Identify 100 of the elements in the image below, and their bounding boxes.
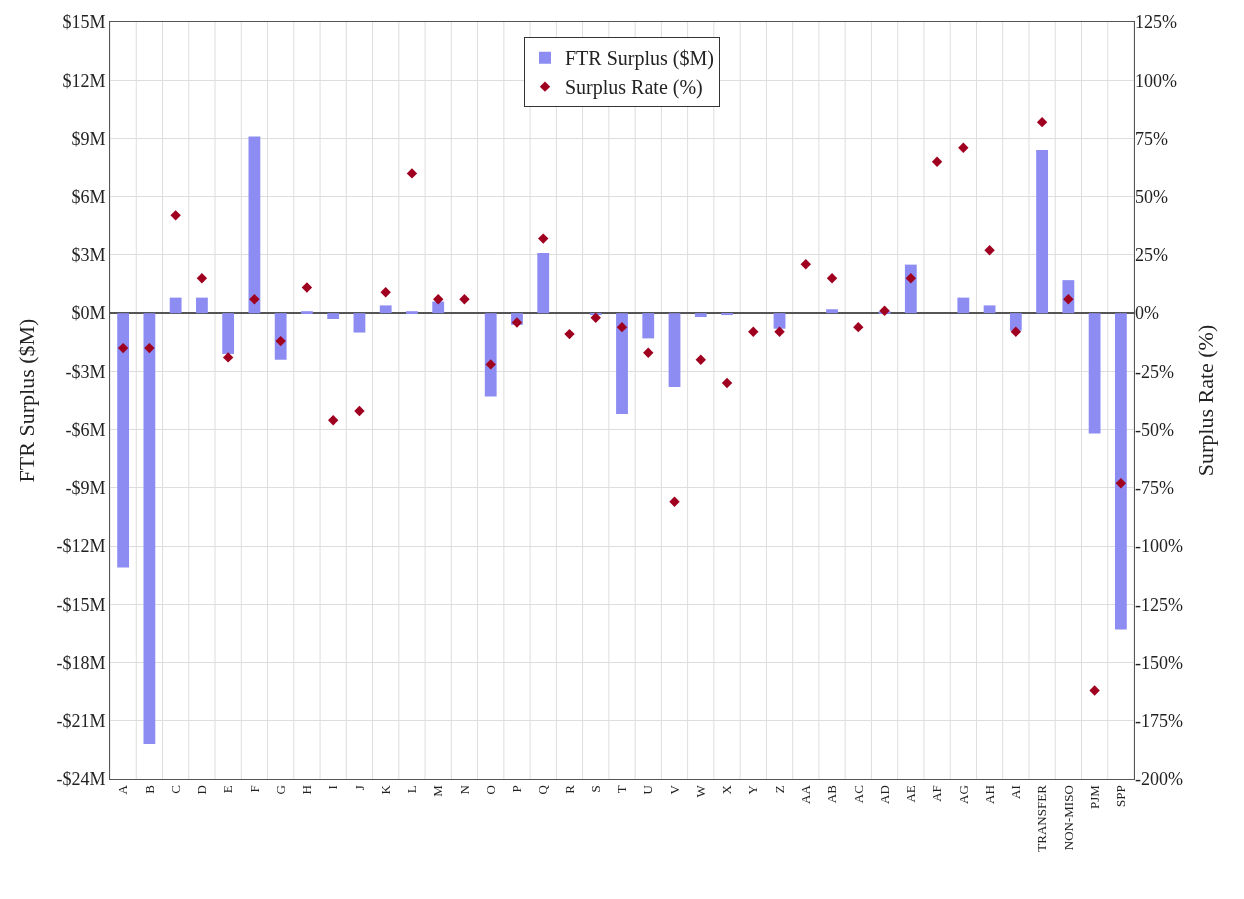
point (196, 273, 208, 284)
point (249, 293, 260, 305)
bar (668, 313, 681, 387)
x-tick-label: AB (824, 784, 840, 804)
point (1089, 685, 1100, 696)
x-tick-label: B (141, 784, 157, 794)
bar (1009, 313, 1022, 331)
x-tick-label: S (587, 785, 603, 793)
point (774, 326, 785, 337)
x-tick-label: X (719, 784, 735, 795)
y-tick-label: $15M (62, 12, 106, 33)
point (117, 342, 129, 354)
point (511, 317, 523, 328)
y-tick-label: $3M (71, 245, 106, 266)
y-tick-label: $12M (62, 70, 106, 91)
x-tick-label: K (377, 784, 393, 795)
y-tick-label: -$12M (56, 536, 106, 557)
x-tick-label: W (692, 784, 708, 798)
x-tick-label: G (272, 785, 288, 795)
point (144, 342, 155, 354)
point (643, 347, 654, 358)
y2-tick-label: 50% (1135, 186, 1168, 207)
bar (773, 313, 786, 329)
y-tick-label: $9M (71, 128, 106, 149)
y-axis-title: FTR Surplus ($M) (14, 318, 40, 483)
x-tick-label: F (246, 785, 262, 793)
point (958, 142, 969, 153)
y2-tick-label: -175% (1135, 711, 1183, 732)
y2-tick-label: -150% (1135, 652, 1183, 673)
y2-tick-label: -25% (1135, 361, 1174, 382)
bar (721, 313, 733, 316)
y2-tick-label: -75% (1135, 478, 1174, 499)
bar (484, 313, 497, 397)
y-tick-label: -$3M (65, 361, 106, 382)
point (380, 286, 391, 298)
x-tick-label: A (115, 784, 131, 795)
x-tick-label: TRANSFER (1034, 784, 1050, 852)
bar (169, 297, 182, 314)
bar (248, 136, 261, 314)
x-tick-label: Y (745, 784, 761, 795)
y2-tick-label: 0% (1135, 303, 1159, 324)
x-tick-label: SPP (1113, 785, 1129, 807)
bar (274, 313, 287, 360)
bar (222, 313, 235, 354)
x-tick-label: AE (903, 785, 919, 803)
point (931, 156, 943, 167)
x-tick-label: AH (981, 785, 997, 804)
bar (642, 313, 655, 339)
point (695, 354, 706, 365)
x-tick-label: I (325, 785, 341, 790)
bar (432, 301, 445, 314)
point (616, 321, 628, 333)
y-tick-label: -$24M (56, 769, 106, 790)
point (301, 282, 313, 293)
bar (353, 313, 366, 333)
bar (1088, 313, 1101, 434)
bar (537, 252, 550, 314)
legend-label: Surplus Rate (%) (565, 76, 703, 100)
bar (826, 309, 838, 314)
y2-tick-label: 100% (1135, 70, 1177, 91)
bar (117, 313, 130, 568)
y-tick-label: -$15M (56, 594, 106, 615)
x-tick-label: O (482, 785, 498, 795)
x-tick-label: C (167, 785, 183, 794)
bar (406, 311, 418, 314)
x-tick-label: AC (850, 785, 866, 804)
y-tick-label: $0M (71, 303, 106, 324)
point (170, 210, 181, 221)
point (590, 312, 601, 324)
point (826, 273, 838, 284)
x-tick-label: NON-MISO (1060, 785, 1076, 851)
x-tick-label: PJM (1086, 784, 1102, 810)
x-tick-label: D (194, 785, 210, 795)
x-tick-label: AI (1008, 785, 1024, 799)
y2-tick-label: 125% (1135, 12, 1177, 33)
y-tick-label: -$6M (65, 419, 106, 440)
point (538, 233, 549, 244)
legend-label: FTR Surplus ($M) (565, 47, 714, 71)
x-tick-label: Q (535, 784, 551, 795)
x-tick-label: H (299, 785, 315, 795)
y2-tick-label: -100% (1135, 536, 1183, 557)
point (1115, 477, 1127, 489)
point (354, 405, 365, 417)
point (433, 293, 444, 305)
x-tick-label: V (666, 784, 682, 795)
y-tick-label: -$21M (56, 711, 106, 732)
x-tick-label: R (561, 784, 577, 794)
point (905, 273, 917, 284)
x-tick-label: T (614, 785, 630, 794)
point (1010, 326, 1022, 337)
bar (957, 297, 970, 314)
y2-axis-title: Surplus Rate (%) (1192, 324, 1218, 477)
y2-tick-label: 25% (1135, 245, 1168, 266)
x-tick-label: AD (876, 785, 892, 804)
bar (379, 305, 392, 314)
bar (983, 305, 996, 314)
point (1036, 116, 1048, 128)
bar (301, 311, 313, 314)
point (459, 293, 470, 305)
point (406, 168, 418, 179)
